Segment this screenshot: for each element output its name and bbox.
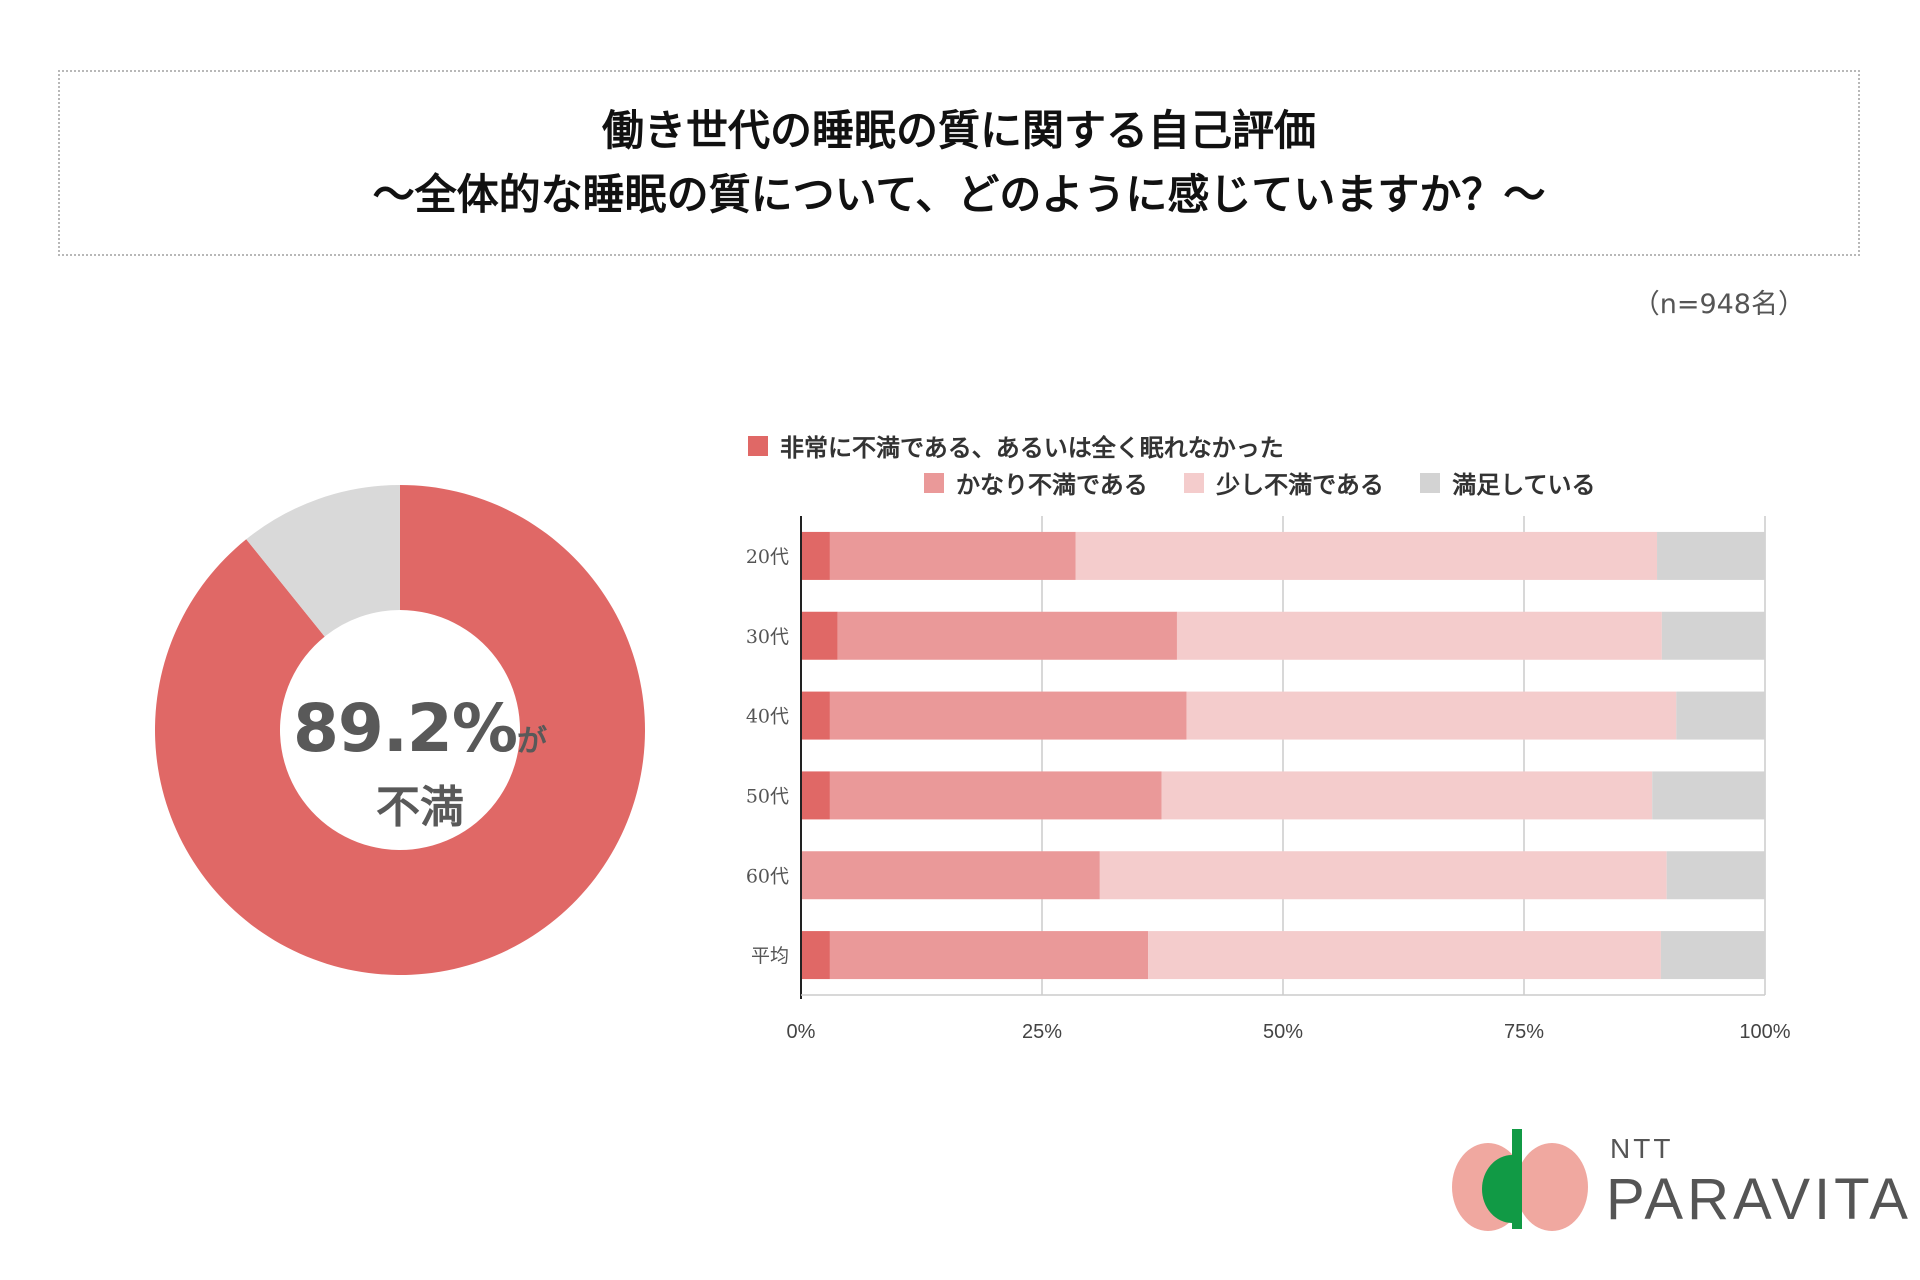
legend-swatch-satisfied	[1420, 472, 1441, 493]
y-category-label: 50代	[746, 785, 789, 807]
legend-label-quite-dissatisfied: かなり不満である	[956, 471, 1148, 499]
donut-percent: 89.2%	[293, 690, 518, 767]
sample-size: （n=948名）	[1632, 289, 1805, 320]
bar-segment	[1661, 611, 1765, 660]
donut-center-label: 89.2%が 不満	[260, 690, 580, 835]
bar-segment	[801, 771, 830, 820]
legend-label-very-dissatisfied: 非常に不満である、あるいは全く眠れなかった	[780, 434, 1284, 462]
bar-segment	[801, 691, 830, 740]
bar-segment	[1186, 691, 1677, 740]
x-tick-label: 0%	[787, 1021, 816, 1043]
bar-segment	[837, 611, 1177, 660]
y-category-label: 20代	[746, 546, 789, 568]
y-category-label: 60代	[746, 865, 789, 887]
legend-label-slightly-dissatisfied: 少し不満である	[1216, 471, 1384, 499]
logo-right-shape	[1516, 1143, 1588, 1231]
legend-row-2: かなり不満である 少し不満である 満足している	[924, 465, 1624, 500]
bar-segment	[1666, 851, 1765, 900]
x-tick-label: 50%	[1263, 1021, 1303, 1043]
donut-slice-dissatisfied	[154, 485, 645, 975]
bar-segment	[801, 611, 838, 660]
x-tick-label: 75%	[1504, 1021, 1544, 1043]
bar-segment	[1176, 611, 1662, 660]
logo-stem	[1512, 1129, 1522, 1229]
y-category-label: 平均	[751, 945, 789, 967]
legend-item-satisfied: 満足している	[1420, 465, 1596, 500]
bar-segment	[1161, 771, 1653, 820]
legend-item-very-dissatisfied: 非常に不満である、あるいは全く眠れなかった	[748, 428, 1284, 463]
x-tick-label: 100%	[1739, 1021, 1790, 1043]
bar-segment	[829, 691, 1187, 740]
logo-name-text: PARAVITA	[1606, 1167, 1912, 1232]
bar-segment	[829, 531, 1076, 580]
x-tick-label: 25%	[1022, 1021, 1062, 1043]
legend-swatch-quite-dissatisfied	[924, 472, 944, 493]
donut-slice-satisfied	[246, 485, 400, 637]
logo-ntt-text: NTT	[1610, 1133, 1674, 1164]
bar-segment	[1657, 531, 1765, 580]
bar-segment	[829, 931, 1149, 980]
legend-swatch-slightly-dissatisfied	[1184, 472, 1205, 493]
bar-segment	[801, 851, 1100, 900]
donut-label-text: 不満	[376, 782, 464, 833]
donut-chart	[154, 485, 645, 975]
page-title: 働き世代の睡眠の質に関する自己評価	[601, 106, 1316, 155]
y-category-label: 40代	[746, 706, 789, 728]
bar-segment	[1652, 771, 1765, 820]
bar-segment	[829, 771, 1162, 820]
logo-leaf	[1482, 1155, 1512, 1223]
bar-segment	[1676, 691, 1765, 740]
donut-ga: が	[516, 724, 547, 759]
legend-label-satisfied: 満足している	[1452, 471, 1596, 499]
page-subtitle: 〜全体的な睡眠の質について、どのように感じていますか？〜	[372, 170, 1546, 219]
bar-segment	[1148, 931, 1661, 980]
bar-segment	[1099, 851, 1667, 900]
legend-item-slightly-dissatisfied: 少し不満である	[1184, 465, 1384, 500]
legend-item-quite-dissatisfied: かなり不満である	[924, 465, 1148, 500]
bar-segment	[801, 931, 830, 980]
legend-row-1: 非常に不満である、あるいは全く眠れなかった	[748, 428, 1312, 463]
paravita-logo-icon	[1452, 1129, 1588, 1231]
bar-segment	[1660, 931, 1765, 980]
bar-segment	[801, 531, 830, 580]
title-box: 働き世代の睡眠の質に関する自己評価 〜全体的な睡眠の質について、どのように感じて…	[58, 70, 1860, 256]
legend-swatch-very-dissatisfied	[748, 435, 768, 456]
bar-segment	[1075, 531, 1658, 580]
y-category-label: 30代	[746, 626, 789, 648]
